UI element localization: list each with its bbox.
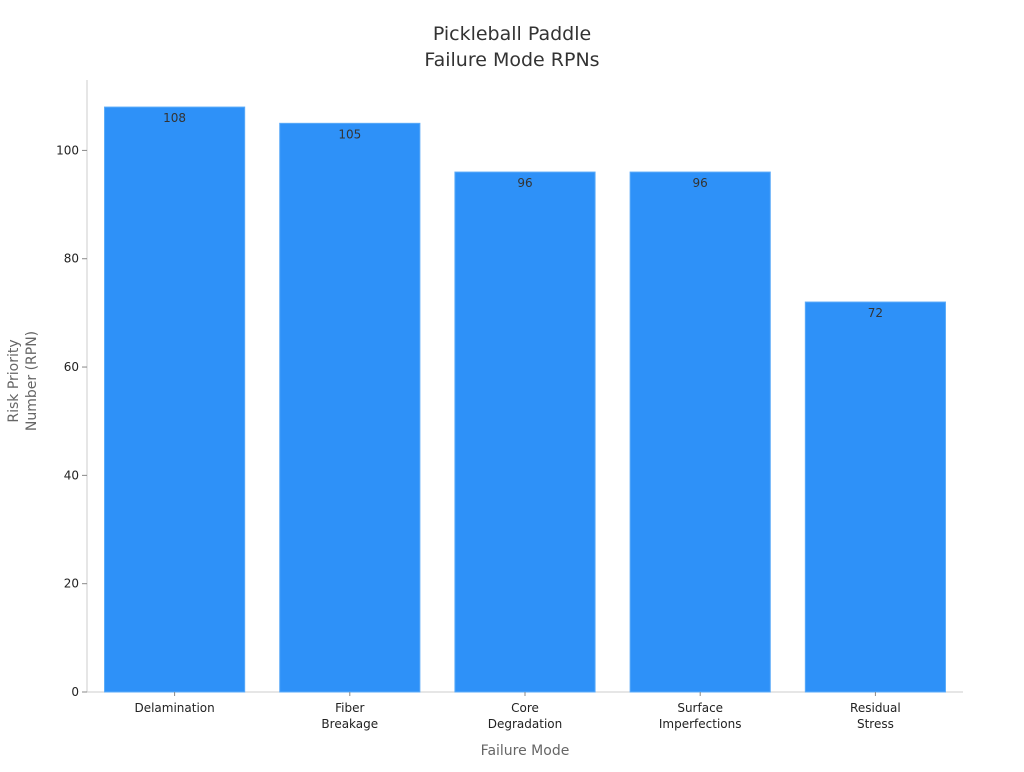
bar-value-label: 96 xyxy=(517,176,532,190)
x-tick-label: Fiber xyxy=(335,701,364,715)
x-tick-labels: Delamination Fiber Breakage Core Degradation… xyxy=(134,692,901,731)
y-tick-labels: 0 20 40 60 80 100 xyxy=(56,143,87,699)
y-tick-label: 0 xyxy=(71,685,79,699)
y-tick-label: 80 xyxy=(64,252,79,266)
x-axis-title: Failure Mode xyxy=(481,743,570,759)
bar-value-label: 96 xyxy=(693,176,708,190)
y-tick-label: 100 xyxy=(56,143,79,157)
chart-title-line: Pickleball Paddle xyxy=(433,23,591,45)
bar xyxy=(104,106,246,693)
data-labels: 108 105 96 96 72 xyxy=(163,111,883,320)
y-tick-label: 40 xyxy=(64,468,79,482)
y-axis-title: Risk Priority Number (RPN) xyxy=(6,331,40,431)
x-tick-label: Core xyxy=(511,701,539,715)
x-tick-label: Stress xyxy=(857,717,894,731)
x-tick-label: Surface xyxy=(677,701,723,715)
x-tick-label: Imperfections xyxy=(659,717,742,731)
y-axis-title-line: Risk Priority xyxy=(6,339,22,422)
y-tick-label: 60 xyxy=(64,360,79,374)
x-tick-label: Residual xyxy=(850,701,901,715)
chart-title: Pickleball Paddle Failure Mode RPNs xyxy=(424,23,599,71)
chart-title-line: Failure Mode RPNs xyxy=(424,49,599,71)
bar-value-label: 105 xyxy=(338,127,361,141)
x-tick-label: Degradation xyxy=(488,717,562,731)
bar xyxy=(804,301,946,693)
bars xyxy=(104,106,946,693)
bar-value-label: 108 xyxy=(163,111,186,125)
x-tick-label: Delamination xyxy=(134,701,214,715)
x-tick-label: Breakage xyxy=(321,717,378,731)
bar-value-label: 72 xyxy=(868,306,883,320)
bar xyxy=(279,122,421,693)
bar xyxy=(454,171,596,693)
y-tick-label: 20 xyxy=(64,577,79,591)
y-axis-title-line: Number (RPN) xyxy=(24,331,40,431)
bar xyxy=(629,171,771,693)
